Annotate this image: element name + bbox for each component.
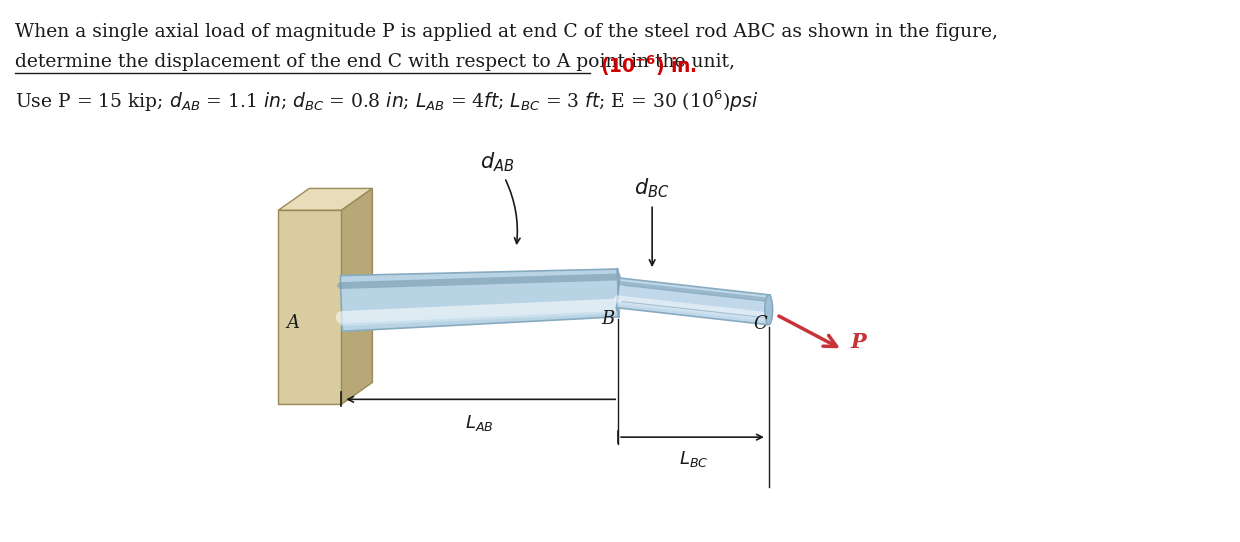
Text: $L_{BC}$: $L_{BC}$ — [678, 449, 708, 469]
Polygon shape — [616, 278, 770, 325]
Polygon shape — [341, 189, 372, 404]
Text: $d_{BC}$: $d_{BC}$ — [635, 177, 670, 201]
Polygon shape — [278, 210, 341, 404]
Text: $L_{AB}$: $L_{AB}$ — [465, 413, 494, 433]
Text: P: P — [851, 332, 866, 352]
Text: determine the displacement of the end C with respect to A point in the unit,: determine the displacement of the end C … — [15, 53, 742, 71]
Polygon shape — [616, 268, 620, 318]
Ellipse shape — [765, 295, 773, 325]
Text: A: A — [286, 314, 299, 332]
Text: B: B — [601, 310, 614, 328]
Polygon shape — [340, 269, 619, 331]
Text: $d_{AB}$: $d_{AB}$ — [480, 150, 513, 173]
Text: When a single axial load of magnitude P is applied at end C of the steel rod ABC: When a single axial load of magnitude P … — [15, 23, 998, 41]
Polygon shape — [278, 189, 372, 210]
Text: $\mathbf{(10^{-6})\ in.}$: $\mathbf{(10^{-6})\ in.}$ — [600, 53, 697, 78]
Text: Use P = 15 kip; $d_{AB}$ = 1.1 $in$; $d_{BC}$ = 0.8 $in$; $L_{AB}$ = 4$ft$; $L_{: Use P = 15 kip; $d_{AB}$ = 1.1 $in$; $d_… — [15, 89, 759, 114]
Text: C: C — [753, 315, 766, 333]
